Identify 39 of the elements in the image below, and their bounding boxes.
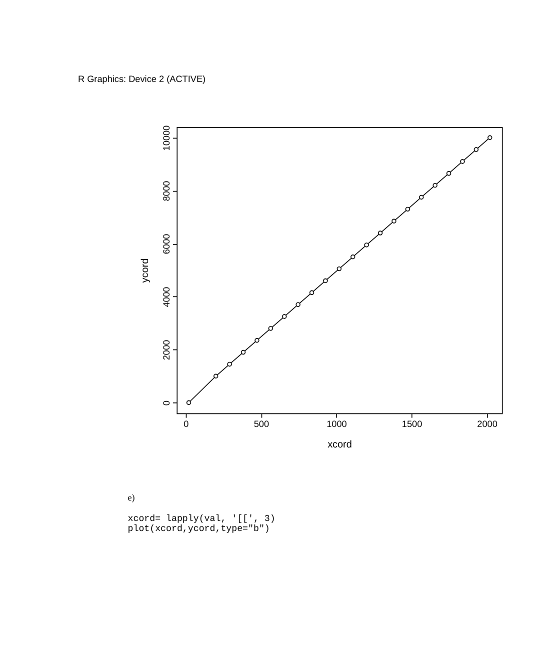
point	[364, 242, 369, 248]
x-tick-label: 1500	[402, 418, 422, 429]
point	[213, 374, 218, 378]
y-tick-label: 8000	[162, 180, 172, 202]
y-tick-label: 4000	[162, 286, 172, 308]
y-tick-label: 10000	[162, 125, 172, 151]
point	[282, 314, 287, 319]
point	[378, 230, 383, 236]
point	[488, 135, 492, 140]
point	[227, 362, 232, 367]
x-tick-label: 0	[184, 418, 189, 429]
y-tick-label: 2000	[162, 340, 172, 360]
point	[446, 171, 452, 176]
point	[350, 254, 356, 260]
point	[460, 159, 465, 164]
text: plot(xcord,ycord,type="b")	[128, 523, 270, 534]
x-tick-label: 2000	[477, 418, 498, 429]
y-axis-title: ycord	[140, 258, 152, 283]
x-axis-title: xcord	[328, 440, 352, 451]
point	[405, 206, 410, 212]
point	[309, 290, 314, 296]
point	[323, 278, 328, 284]
point	[336, 266, 342, 272]
point	[432, 182, 438, 188]
point	[268, 326, 274, 331]
point	[392, 218, 396, 224]
point	[240, 350, 246, 355]
x-tick-label: 500	[254, 418, 270, 429]
y-tick-label: 0	[162, 400, 172, 406]
point	[474, 147, 479, 152]
text: xcord= lapply(val, '[[', 3)	[128, 513, 276, 524]
text: e)	[128, 492, 135, 502]
chart-title: R Graphics: Device 2 (ACTIVE)	[78, 74, 206, 84]
point	[296, 302, 300, 307]
point	[186, 400, 192, 405]
point	[419, 194, 424, 200]
x-tick-label: 1000	[326, 418, 347, 429]
y-tick-label: 6000	[162, 234, 172, 254]
point	[254, 338, 260, 343]
